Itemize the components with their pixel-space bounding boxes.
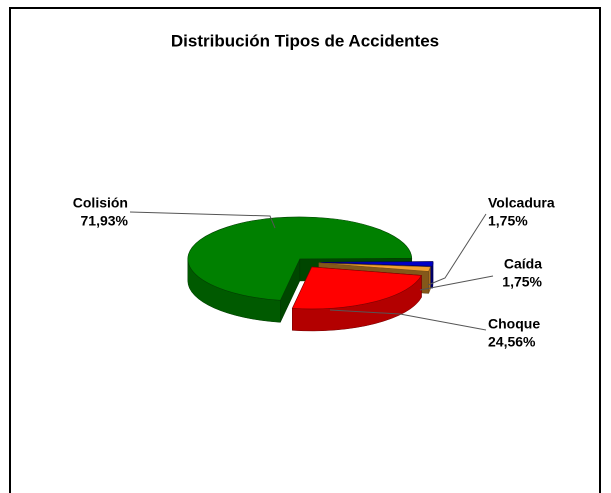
leader-line [129, 211, 276, 229]
slice-top [291, 266, 422, 310]
leader-line [329, 309, 487, 331]
slice-value-label: 24,56% [488, 334, 536, 350]
slice-value-label: 1,75% [502, 274, 542, 290]
slice-value-label: 71,93% [81, 213, 129, 229]
leader-line [427, 213, 487, 286]
slice-label: Caída [504, 256, 542, 272]
pie-slice [291, 266, 422, 332]
leader-line [419, 275, 494, 291]
chart-title: Distribución Tipos de Accidentes [171, 31, 439, 50]
slice-value-label: 1,75% [488, 213, 528, 229]
slice-top [318, 262, 431, 272]
slice-top [187, 216, 413, 301]
slice-label: Choque [488, 316, 540, 332]
slice-top [320, 261, 434, 267]
slice-label: Colisión [73, 195, 128, 211]
slice-label: Volcadura [488, 195, 555, 211]
